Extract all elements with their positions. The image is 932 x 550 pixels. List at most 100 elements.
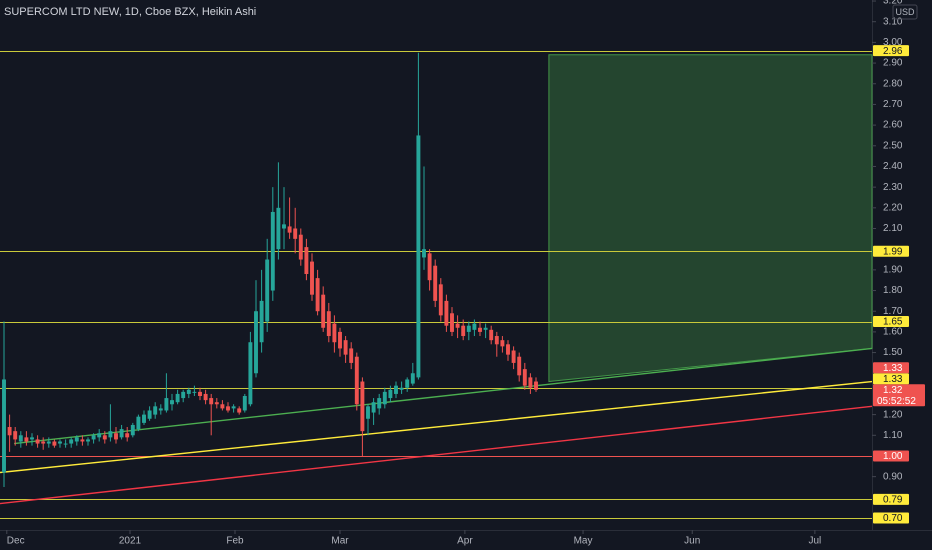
candle-body [170, 400, 174, 405]
candle-body [517, 356, 522, 376]
y-tick-label: 0.90 [883, 471, 903, 482]
candle-body [108, 431, 113, 438]
candle-body [2, 379, 6, 473]
x-tick-label: 2021 [119, 536, 142, 547]
candle-body [242, 396, 247, 411]
candle-body [74, 437, 79, 442]
candle-body [13, 431, 18, 440]
candle-body [282, 224, 286, 229]
price-axis: 0.90 1.10 1.20 1.50 1.60 1.70 1.80 1.90 2.10 2.20… [872, 0, 925, 524]
candle-body [293, 228, 298, 239]
price-label-box [873, 450, 909, 462]
price-label-box [873, 245, 909, 257]
candle-body [97, 433, 102, 438]
candle-body [528, 377, 533, 388]
y-tick-label: 2.50 [883, 140, 903, 151]
candle-body [338, 331, 342, 349]
y-tick-label: 1.60 [883, 327, 903, 338]
candle-body [58, 441, 62, 444]
candle-body [270, 211, 275, 291]
candle-body [46, 441, 51, 444]
candle-body [466, 325, 471, 332]
candle-body [310, 261, 314, 295]
candle-body [130, 424, 135, 436]
candle-body [248, 342, 253, 405]
candle-body [388, 389, 393, 399]
trend-line [14, 347, 873, 445]
candle-body [494, 336, 499, 345]
candle-body [237, 408, 242, 413]
candle-body [500, 340, 505, 347]
candle-body [220, 404, 225, 409]
candle-body [30, 437, 34, 440]
candle-body [315, 278, 320, 312]
y-tick-label: 3.20 [883, 0, 903, 7]
x-tick-label: Mar [331, 536, 349, 547]
candle-body [276, 207, 281, 250]
candle-body [399, 387, 404, 390]
candle-body [349, 348, 354, 363]
countdown: 05:52:52 [877, 396, 916, 407]
currency-box [892, 4, 918, 20]
x-tick-label: Dec [7, 536, 25, 547]
candle-body [35, 439, 40, 444]
candle-body [254, 311, 258, 374]
candle-body [377, 398, 382, 409]
candle-body [214, 402, 219, 405]
candle-body [321, 294, 326, 328]
candle-body [7, 427, 12, 436]
y-tick-label: 2.60 [883, 120, 903, 131]
candle-body [86, 439, 90, 442]
candle-body [483, 327, 488, 330]
candle-body [226, 406, 230, 411]
candle-body [24, 437, 29, 442]
candle-body [478, 327, 482, 332]
y-tick-label: 2.90 [883, 58, 903, 69]
candle-body [522, 369, 527, 386]
y-tick-label: 1.80 [883, 285, 903, 296]
candle-body [394, 385, 398, 394]
candle-body [382, 391, 387, 405]
candle-body [287, 226, 292, 233]
y-tick-label: 2.80 [883, 78, 903, 89]
candle-body [455, 323, 460, 328]
candle-body [158, 408, 163, 411]
candle-body [192, 391, 197, 393]
price-label: 1.99 [883, 246, 903, 257]
candle-body [102, 435, 107, 440]
y-tick-label: 2.30 [883, 182, 903, 193]
candle-body [360, 381, 365, 432]
candle-body [136, 416, 141, 430]
candle-body [80, 439, 85, 442]
candle-body [181, 391, 186, 399]
price-label: 1.33 [883, 363, 903, 374]
candle-body [366, 406, 370, 419]
candle-body [326, 311, 331, 337]
candle-body [147, 410, 152, 419]
candle-body [203, 393, 208, 401]
candle-body [427, 253, 432, 281]
price-label: 0.79 [883, 495, 903, 506]
candle-body [472, 323, 477, 330]
candle-body [186, 389, 191, 394]
y-tick-label: 1.20 [883, 409, 903, 420]
candle-body [209, 398, 214, 405]
candle-body [114, 433, 118, 440]
candle-body [354, 356, 359, 405]
candle-body [444, 300, 449, 326]
price-label: 2.96 [883, 46, 903, 57]
price-label: 0.70 [883, 513, 903, 524]
y-tick-label: 2.40 [883, 161, 903, 172]
candle-body [410, 373, 415, 384]
candle-body [153, 406, 158, 415]
candle-body [405, 379, 410, 388]
candle-body [63, 443, 68, 445]
candle-body [422, 249, 426, 258]
y-tick-label: 3.00 [883, 37, 903, 48]
candle-body [450, 313, 454, 332]
candle-body [265, 259, 270, 322]
price-label: 1.32 [883, 385, 903, 396]
candle-body [343, 340, 348, 355]
x-tick-label: Jun [684, 536, 700, 547]
